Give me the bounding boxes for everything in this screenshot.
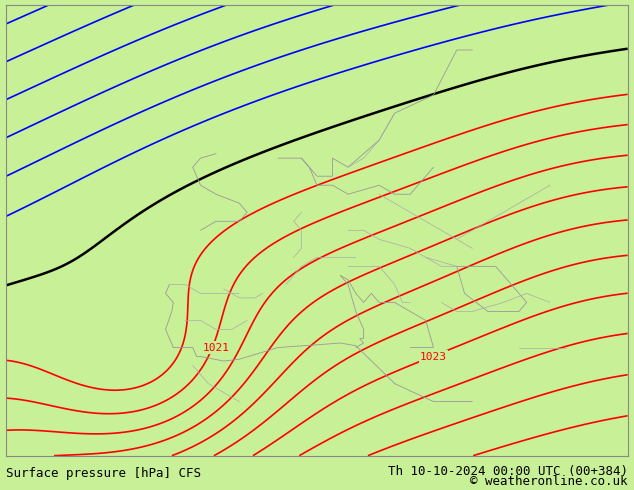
Text: © weatheronline.co.uk: © weatheronline.co.uk — [470, 474, 628, 488]
Text: 1021: 1021 — [202, 343, 230, 352]
Text: Th 10-10-2024 00:00 UTC (00+384): Th 10-10-2024 00:00 UTC (00+384) — [387, 465, 628, 478]
Text: 1023: 1023 — [420, 351, 447, 362]
Text: Surface pressure [hPa] CFS: Surface pressure [hPa] CFS — [6, 467, 202, 480]
